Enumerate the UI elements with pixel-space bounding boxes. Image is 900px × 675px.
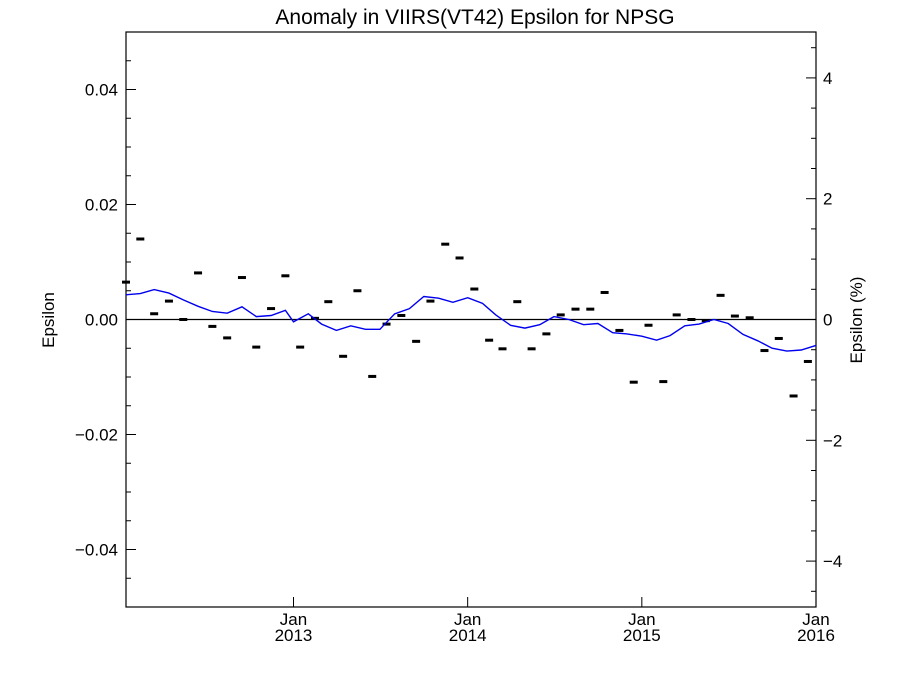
data-point-dash — [600, 290, 609, 294]
data-point-dash — [397, 313, 406, 317]
data-point-dash — [498, 347, 507, 351]
data-point-dash — [571, 307, 580, 311]
data-point-dash — [426, 299, 435, 303]
axis-tick-labels: −0.04−0.020.000.020.04−4−2024Jan2013Jan2… — [75, 69, 842, 645]
data-point-dash — [223, 336, 232, 340]
data-point-dash — [556, 313, 565, 317]
y-axis-label-left: Epsilon — [39, 292, 58, 348]
data-point-dash — [485, 338, 494, 342]
data-point-dash — [237, 276, 246, 280]
x-tick-label-month: Jan — [454, 610, 481, 629]
y-tick-label-left: 0.04 — [85, 81, 118, 100]
data-point-dash — [455, 256, 464, 260]
x-tick-label-month: Jan — [802, 610, 829, 629]
data-point-dash — [208, 324, 217, 328]
data-point-dash — [281, 274, 290, 278]
data-point-dash — [382, 322, 391, 326]
y-tick-label-right: 2 — [823, 190, 832, 209]
data-point-dash — [745, 316, 754, 320]
x-tick-label-month: Jan — [280, 610, 307, 629]
y-tick-label-left: −0.02 — [75, 426, 118, 445]
data-point-dash — [324, 300, 333, 304]
y-tick-label-right: −2 — [823, 431, 842, 450]
data-point-dash — [412, 339, 421, 343]
y-tick-label-left: 0.00 — [85, 311, 118, 330]
x-tick-label-year: 2013 — [275, 626, 313, 645]
y-tick-label-right: 4 — [823, 69, 832, 88]
data-point-dash — [803, 359, 812, 363]
data-marks — [122, 237, 817, 398]
y-tick-label-right: −4 — [823, 552, 842, 571]
data-point-dash — [252, 345, 261, 349]
data-point-dash — [789, 394, 798, 398]
data-point-dash — [542, 332, 551, 336]
x-tick-label-month: Jan — [628, 610, 655, 629]
data-point-dash — [136, 237, 145, 241]
data-point-dash — [513, 300, 522, 304]
data-point-dash — [296, 345, 305, 349]
x-tick-label-year: 2016 — [797, 626, 835, 645]
data-point-dash — [730, 314, 739, 318]
x-tick-label-year: 2015 — [623, 626, 661, 645]
data-point-dash — [368, 374, 377, 378]
smoothed-series-line — [125, 288, 817, 352]
data-point-dash — [470, 287, 479, 291]
data-point-dash — [615, 328, 624, 332]
data-point-dash — [527, 347, 536, 351]
data-point-dash — [179, 318, 188, 321]
data-point-dash — [122, 280, 130, 284]
data-point-dash — [353, 289, 362, 293]
data-point-dash — [586, 307, 595, 311]
data-point-dash — [774, 336, 783, 340]
data-point-dash — [760, 349, 769, 353]
data-point-dash — [672, 313, 681, 317]
data-point-dash — [644, 323, 653, 327]
chart-title: Anomaly in VIIRS(VT42) Epsilon for NPSG — [275, 6, 674, 29]
y-tick-label-right: 0 — [823, 311, 832, 330]
data-point-dash — [150, 312, 159, 316]
data-point-dash — [194, 271, 203, 275]
x-tick-label-year: 2014 — [449, 626, 487, 645]
data-point-dash — [687, 318, 696, 321]
axis-ticks — [126, 31, 817, 608]
data-point-dash — [164, 299, 173, 303]
data-point-dash — [267, 307, 276, 311]
data-point-dash — [629, 380, 638, 384]
y-axis-label-right: Epsilon (%) — [847, 277, 866, 364]
y-tick-label-left: 0.02 — [85, 196, 118, 215]
data-point-dash — [701, 319, 710, 323]
data-point-dash — [441, 242, 450, 246]
data-point-dash — [659, 380, 668, 384]
y-tick-label-left: −0.04 — [75, 541, 118, 560]
data-point-dash — [716, 293, 725, 297]
data-point-dash — [339, 354, 348, 358]
